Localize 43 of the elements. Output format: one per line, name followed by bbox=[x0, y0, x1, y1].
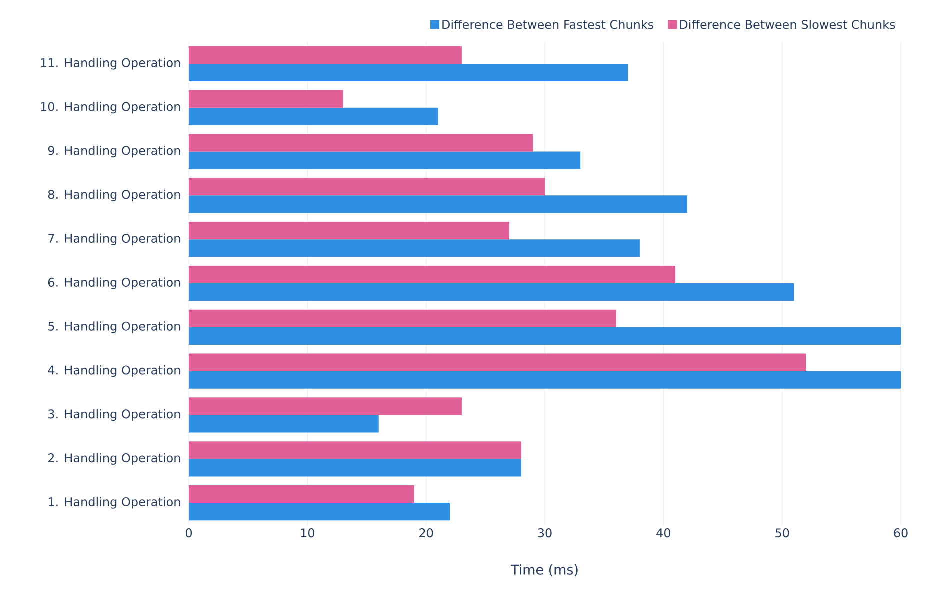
x-tick-label: 30 bbox=[538, 528, 552, 538]
x-axis-title: Time (ms) bbox=[510, 564, 578, 577]
bar bbox=[189, 240, 640, 258]
y-tick-label: 5. Handling Operation bbox=[48, 322, 180, 334]
y-tick-label: 10. Handling Operation bbox=[41, 102, 180, 114]
bar bbox=[189, 415, 379, 433]
bar bbox=[189, 327, 902, 345]
y-tick-label: 3. Handling Operation bbox=[48, 409, 180, 422]
bar bbox=[189, 310, 616, 328]
y-tick-label: 8. Handling Operation bbox=[48, 190, 180, 202]
bar bbox=[189, 442, 522, 460]
y-tick-label: 7. Handling Operation bbox=[48, 234, 180, 246]
bar bbox=[189, 178, 546, 196]
x-tick-label: 50 bbox=[776, 528, 790, 538]
x-tick-label: 0 bbox=[186, 528, 192, 538]
y-tick-label: 2. Handling Operation bbox=[48, 453, 180, 465]
y-tick-label: 9. Handling Operation bbox=[48, 146, 180, 158]
bar bbox=[189, 196, 688, 214]
x-tick-label: 10 bbox=[301, 528, 315, 538]
bar bbox=[189, 134, 534, 152]
bar bbox=[189, 459, 522, 477]
y-tick-label: 11. Handling Operation bbox=[41, 58, 180, 70]
legend-label: Difference Between Slowest Chunks bbox=[680, 20, 896, 30]
bar bbox=[189, 398, 462, 416]
bar bbox=[189, 503, 450, 521]
x-tick-label: 60 bbox=[894, 528, 908, 538]
bar bbox=[189, 222, 510, 240]
bar bbox=[189, 354, 806, 372]
bar bbox=[189, 90, 344, 108]
bar bbox=[189, 371, 902, 389]
bar bbox=[189, 152, 581, 170]
y-tick-label: 1. Handling Operation bbox=[48, 497, 180, 509]
bar bbox=[189, 284, 794, 302]
bar bbox=[189, 108, 438, 126]
x-tick-label: 20 bbox=[420, 528, 434, 538]
y-tick-label: 4. Handling Operation bbox=[48, 366, 180, 378]
legend-label: Difference Between Fastest Chunks bbox=[442, 20, 654, 30]
y-tick-label: 6. Handling Operation bbox=[48, 278, 180, 290]
x-tick-label: 40 bbox=[656, 528, 671, 538]
bar bbox=[189, 266, 676, 284]
bar bbox=[189, 46, 462, 64]
bar bbox=[189, 485, 414, 504]
bar bbox=[189, 64, 628, 82]
